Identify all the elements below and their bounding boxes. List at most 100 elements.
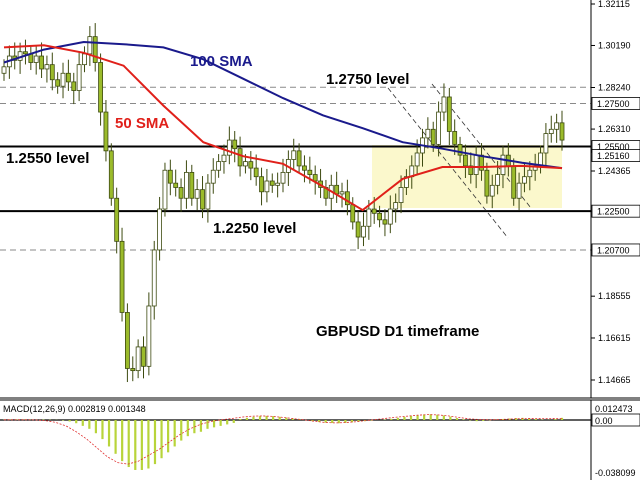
candle-body	[414, 152, 420, 167]
candle-body	[60, 72, 66, 87]
candle	[23, 39, 28, 65]
candle-body	[264, 180, 270, 193]
candle-body	[205, 182, 211, 210]
annotation-sma100: 100 SMA	[190, 53, 253, 70]
candle-body	[92, 36, 98, 63]
candle	[387, 195, 393, 234]
candle	[543, 123, 549, 166]
candle-body	[538, 152, 543, 167]
price-tick-label: 1.14665	[598, 375, 631, 385]
candle-body	[436, 111, 441, 145]
sma-layer	[3, 40, 563, 212]
candle-body	[307, 169, 313, 175]
candle	[194, 179, 200, 211]
price-marker-label: 1.20700	[597, 245, 630, 255]
candle-body	[387, 208, 393, 225]
price-tick-label: 1.28240	[598, 82, 631, 92]
channel-line-lower	[387, 87, 509, 239]
candle	[125, 303, 130, 383]
price-marker-box	[591, 243, 640, 257]
price-marker-box	[591, 204, 640, 218]
candle	[457, 136, 463, 163]
price-tick-label: 1.26310	[598, 124, 631, 134]
candle-body	[291, 150, 297, 160]
candle-body	[312, 174, 318, 182]
candle	[339, 182, 345, 208]
candle-body	[146, 305, 152, 367]
candle-body	[377, 212, 382, 221]
candle-body	[522, 176, 527, 184]
candle-body	[259, 176, 264, 193]
candle	[489, 174, 495, 209]
price-tick-label: 1.16615	[598, 333, 631, 343]
candle-body	[44, 64, 50, 70]
candle-body	[302, 165, 307, 171]
candle-body	[495, 174, 501, 186]
candle-body	[49, 64, 55, 81]
candle-body	[366, 208, 372, 227]
candle	[119, 227, 125, 322]
macd-tick-zero: 0.00	[595, 416, 613, 426]
candle	[559, 110, 565, 151]
candle-body	[76, 64, 82, 91]
candle	[114, 187, 120, 254]
price-marker: 1.27500	[591, 97, 640, 110]
price-marker-label: 1.22500	[597, 207, 630, 217]
candle-body	[371, 208, 377, 214]
candle-body	[141, 346, 146, 367]
annotation-level-12250: 1.2250 level	[213, 220, 296, 237]
candle	[157, 196, 162, 261]
annotation-sma50: 50 SMA	[115, 115, 169, 132]
candle	[377, 205, 382, 228]
price-marker-label: 1.25160	[597, 151, 630, 161]
candle-body	[114, 197, 120, 242]
candle	[355, 211, 361, 250]
candle-body	[280, 171, 286, 184]
candle	[398, 175, 404, 214]
candle	[516, 172, 522, 211]
candle	[452, 119, 458, 155]
candle-body	[55, 79, 61, 87]
candle	[141, 336, 146, 379]
candle-body	[189, 171, 195, 199]
candle	[135, 339, 141, 379]
candle-body	[452, 131, 458, 145]
candle-body	[135, 346, 141, 372]
candle	[146, 292, 152, 376]
price-marker-box	[591, 149, 640, 162]
candle-body	[23, 51, 28, 55]
candle-body	[210, 169, 216, 184]
candle-body	[425, 128, 431, 139]
macd-signal-line	[4, 414, 563, 465]
price-tick-label: 1.24365	[598, 166, 631, 176]
candle-body	[548, 128, 554, 135]
price-marker-label: 1.25500	[597, 142, 630, 152]
candle	[259, 167, 264, 206]
candle	[248, 151, 254, 181]
candle	[484, 162, 490, 204]
candle-body	[559, 122, 565, 141]
candle	[232, 131, 238, 163]
candle-body	[162, 169, 168, 210]
candle-body	[511, 165, 517, 199]
candle-body	[108, 150, 114, 199]
candle-body	[339, 191, 345, 195]
candle	[178, 178, 184, 212]
candle	[189, 164, 195, 206]
candle-body	[355, 221, 361, 238]
candle-body	[350, 204, 356, 223]
annotation-timeframe: GBPUSD D1 timeframe	[316, 323, 479, 340]
candle	[108, 143, 114, 206]
candle-body	[200, 189, 205, 210]
price-tick-label: 1.30190	[598, 40, 631, 50]
candle-body	[516, 182, 522, 199]
candle-body	[216, 161, 222, 171]
candle-body	[361, 225, 366, 238]
candle-body	[393, 202, 399, 210]
candles-layer	[1, 23, 565, 383]
candle	[275, 172, 281, 198]
price-tick-label: 1.32115	[598, 0, 630, 9]
candle-body	[184, 171, 189, 199]
candle-body	[39, 55, 44, 70]
